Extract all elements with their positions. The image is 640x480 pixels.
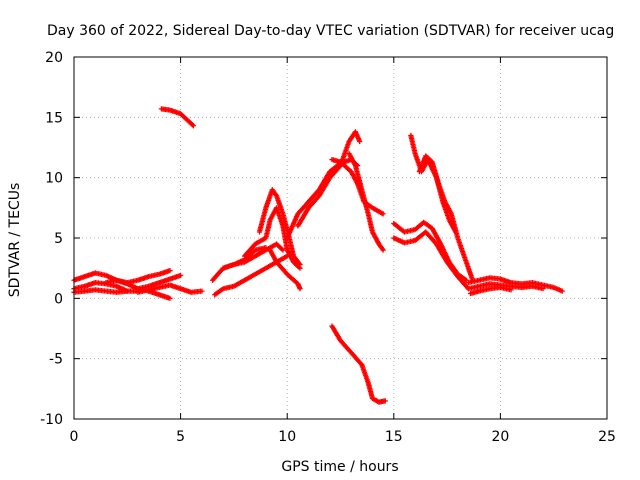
series-track-20 [391, 229, 472, 292]
data-point [167, 295, 173, 301]
data-point [167, 267, 173, 274]
x-tick-label: 20 [491, 429, 509, 445]
data-point [559, 288, 565, 294]
data-point [297, 261, 303, 268]
data-point [190, 123, 196, 129]
data-point [540, 286, 546, 292]
data-point [382, 398, 388, 404]
series-track-25 [467, 284, 514, 297]
data-point [178, 272, 184, 279]
data-point [297, 286, 303, 292]
data-point [279, 246, 285, 252]
y-axis-label: SDTVAR / TECUs [7, 183, 23, 298]
data-point [199, 288, 205, 294]
series-track-07 [158, 106, 196, 129]
x-tick-label: 25 [598, 429, 616, 445]
series-track-13 [267, 247, 303, 292]
data-point [380, 247, 386, 253]
series-track-24 [465, 281, 546, 292]
x-tick-label: 10 [278, 429, 296, 445]
x-tick-label: 15 [385, 429, 403, 445]
axis-ticks [73, 56, 608, 420]
x-tick-label: 5 [176, 429, 185, 445]
y-tick-label: -5 [49, 352, 63, 368]
series-track-23 [465, 275, 565, 294]
series-track-11 [241, 205, 303, 271]
data-point [380, 211, 386, 217]
data-point [357, 138, 363, 145]
tick-labels: 0 5 10 15 20 25 -10 -5 0 5 10 15 20 [40, 50, 616, 445]
y-tick-label: -10 [40, 412, 63, 428]
x-axis-label: GPS time / hours [281, 459, 398, 475]
y-tick-label: 0 [54, 291, 63, 307]
y-tick-label: 20 [45, 50, 63, 66]
series-track-03 [71, 287, 130, 295]
series-track-22 [416, 153, 476, 283]
data-points [71, 106, 565, 405]
series-track-19 [391, 219, 469, 283]
data-point [124, 288, 130, 294]
series-track-06 [135, 282, 205, 295]
series-track-18 [329, 323, 388, 405]
chart-title: Day 360 of 2022, Sidereal Day-to-day VTE… [47, 23, 614, 39]
y-tick-label: 15 [45, 110, 63, 126]
data-point [189, 122, 195, 128]
y-tick-label: 5 [54, 231, 63, 247]
data-point [508, 287, 514, 293]
x-tick-label: 0 [70, 429, 79, 445]
series-track-09 [212, 253, 290, 298]
series-track-17 [346, 150, 386, 253]
y-tick-label: 10 [45, 171, 63, 187]
